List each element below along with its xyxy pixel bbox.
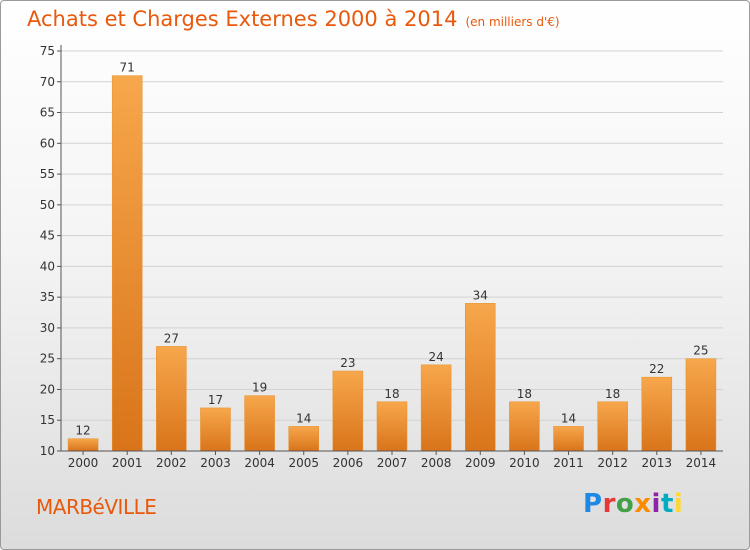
x-tick-label: 2007	[377, 456, 408, 470]
x-tick-label: 2010	[509, 456, 540, 470]
x-tick-label: 2005	[288, 456, 319, 470]
x-tick-label: 2011	[553, 456, 584, 470]
y-tick-label: 50	[40, 198, 55, 212]
data-label: 17	[208, 393, 223, 407]
y-tick-label: 60	[40, 136, 55, 150]
bars	[67, 75, 717, 452]
labels: 10 15 20 25 30 35 40 45 50 55 60 65 70 75 12 2000 71 2001…	[40, 44, 716, 470]
y-tick-label: 30	[40, 321, 55, 335]
data-label: 24	[428, 350, 443, 364]
x-tick-label: 2002	[156, 456, 187, 470]
logo-letter: t	[660, 489, 674, 519]
bar-2014	[685, 358, 717, 452]
data-label: 19	[252, 381, 267, 395]
bar-2009	[465, 303, 496, 452]
bar-2005	[288, 426, 319, 452]
y-tick-label: 45	[40, 229, 55, 243]
bar-2006	[332, 370, 364, 452]
bar-2011	[553, 426, 584, 452]
x-tick-label: 2009	[465, 456, 496, 470]
chart-unit: (en milliers d'€)	[465, 15, 560, 29]
data-label: 12	[75, 424, 90, 438]
x-tick-label: 2004	[244, 456, 275, 470]
chart-title-text: Achats et Charges Externes 2000 à 2014	[27, 7, 458, 31]
bar-2000	[67, 438, 99, 452]
data-label: 22	[649, 362, 664, 376]
data-label: 18	[384, 387, 399, 401]
bar-2013	[641, 376, 673, 452]
bar-2007	[376, 401, 408, 452]
data-label: 14	[561, 411, 576, 425]
bar-2001	[111, 75, 143, 452]
logo-letter: i	[651, 489, 661, 519]
logo-letter: i	[673, 489, 684, 519]
y-tick-label: 20	[40, 382, 55, 396]
proxiti-logo[interactable]: Proxiti	[583, 489, 683, 519]
logo-letter: r	[602, 489, 616, 519]
logo-letter: P	[583, 489, 603, 519]
town-name: MARBéVILLE	[36, 495, 157, 519]
data-label: 34	[473, 288, 488, 302]
bar-2012	[597, 401, 628, 452]
x-tick-label: 2003	[200, 456, 231, 470]
bar-2003	[200, 407, 231, 452]
data-label: 23	[340, 356, 355, 370]
y-tick-label: 75	[40, 44, 55, 58]
y-tick-label: 55	[40, 167, 55, 181]
y-tick-label: 70	[40, 75, 55, 89]
axes	[57, 45, 723, 455]
y-tick-label: 10	[40, 444, 55, 458]
x-tick-label: 2001	[112, 456, 143, 470]
bar-2004	[244, 395, 275, 452]
x-tick-label: 2006	[333, 456, 364, 470]
x-tick-label: 2013	[642, 456, 673, 470]
data-label: 18	[605, 387, 620, 401]
x-tick-label: 2000	[68, 456, 99, 470]
logo-letter: o	[615, 489, 635, 519]
y-tick-label: 40	[40, 259, 55, 273]
data-label: 14	[296, 411, 311, 425]
data-label: 71	[120, 61, 135, 75]
bar-2010	[509, 401, 540, 452]
x-tick-label: 2014	[686, 456, 717, 470]
chart-title: Achats et Charges Externes 2000 à 2014 (e…	[27, 7, 560, 31]
data-label: 18	[517, 387, 532, 401]
y-tick-label: 35	[40, 290, 55, 304]
x-tick-label: 2012	[597, 456, 628, 470]
bar-2008	[420, 364, 452, 452]
y-tick-label: 65	[40, 106, 55, 120]
x-tick-label: 2008	[421, 456, 452, 470]
data-label: 25	[693, 344, 708, 358]
data-label: 27	[164, 331, 179, 345]
bar-2002	[156, 346, 187, 452]
y-tick-label: 15	[40, 413, 55, 427]
logo-letter: x	[634, 489, 652, 519]
y-tick-label: 25	[40, 352, 55, 366]
